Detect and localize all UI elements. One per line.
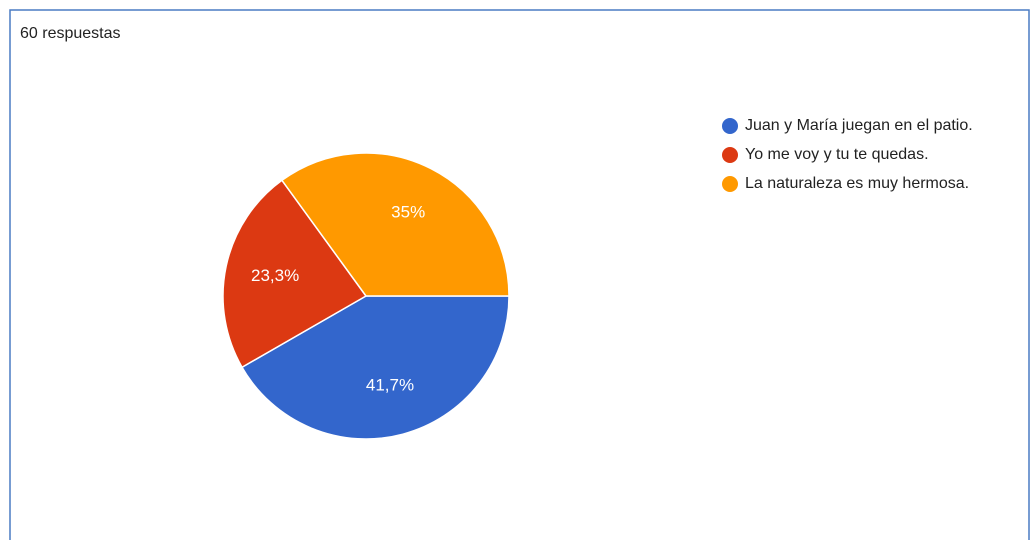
legend-swatch: [722, 118, 738, 134]
legend-label: La naturaleza es muy hermosa.: [745, 175, 969, 192]
legend-label: Yo me voy y tu te quedas.: [745, 146, 929, 163]
slice-label: 41,7%: [366, 375, 414, 394]
pie-slice: [280, 152, 510, 297]
legend-swatch: [722, 176, 738, 192]
chart-subtitle: 60 respuestas: [20, 25, 121, 42]
slice-label: 35%: [391, 203, 425, 222]
pie-slice: [240, 295, 510, 440]
slice-label: 23,3%: [251, 266, 299, 285]
pie-slice: [222, 179, 368, 369]
legend-swatch: [722, 147, 738, 163]
frame: [9, 9, 1030, 540]
legend-label: Juan y María juegan en el patio.: [745, 117, 973, 134]
